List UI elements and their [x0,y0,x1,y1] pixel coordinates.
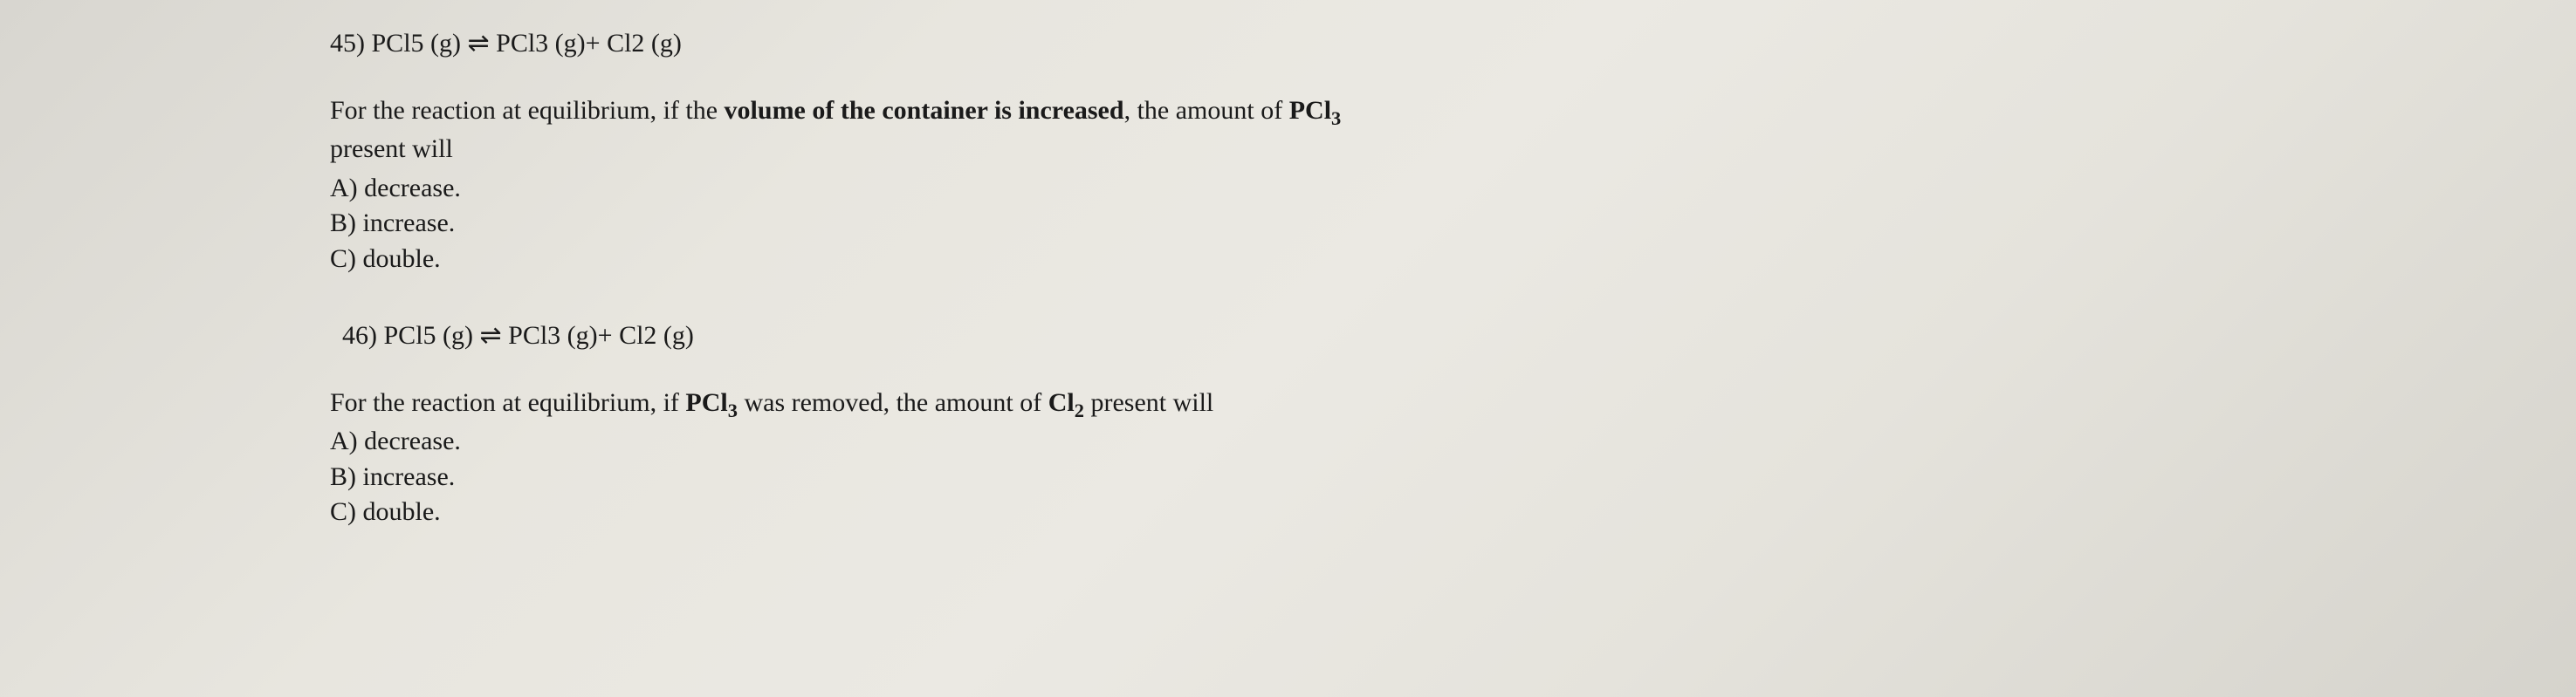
q45-eq-left: PCl5 (g) [372,29,462,58]
q46-prefix: For the reaction at equilibrium, if [330,388,685,417]
q46-equation: 46) PCl5 (g) ⇌ PCl3 (g)+ Cl2 (g) [342,318,2576,354]
q45-compound-sub: 3 [1331,107,1341,129]
q46-compound1: PCl3 [685,388,738,417]
q45-compound-prefix: PCl [1289,96,1331,125]
q45-bold-phrase: volume of the container is increased [725,96,1124,125]
q45-option-c: C) double. [330,242,2576,277]
q46-options: A) decrease. B) increase. C) double. [330,424,2576,530]
q46-compound2-sub: 2 [1075,400,1084,421]
q45-option-b: B) increase. [330,206,2576,242]
q46-mid: was removed, the amount of [738,388,1048,417]
q46-compound1-prefix: PCl [685,388,727,417]
q45-option-a: A) decrease. [330,171,2576,207]
q46-compound1-sub: 3 [728,400,738,421]
question-46: 46) PCl5 (g) ⇌ PCl3 (g)+ Cl2 (g) For the… [330,318,2576,530]
q45-question-text: For the reaction at equilibrium, if the … [330,93,2576,129]
q45-number: 45) [330,29,365,58]
q46-compound2-prefix: Cl [1048,388,1075,417]
q45-question-line2: present will [330,132,2576,167]
q45-options: A) decrease. B) increase. C) double. [330,171,2576,277]
q45-eq-right: PCl3 (g)+ Cl2 (g) [496,29,682,58]
q45-equation: 45) PCl5 (g) ⇌ PCl3 (g)+ Cl2 (g) [330,26,2576,62]
question-45: 45) PCl5 (g) ⇌ PCl3 (g)+ Cl2 (g) For the… [330,26,2576,277]
q46-eq-right: PCl3 (g)+ Cl2 (g) [508,321,694,350]
equilibrium-arrow-icon: ⇌ [468,29,490,58]
q46-compound2: Cl2 [1048,388,1084,417]
q45-compound: PCl3 [1289,96,1342,125]
equilibrium-arrow-icon: ⇌ [480,321,502,350]
q46-option-a: A) decrease. [330,424,2576,460]
q45-mid: , the amount of [1124,96,1289,125]
q46-number: 46) [342,321,377,350]
q46-question-text: For the reaction at equilibrium, if PCl3… [330,386,2576,421]
q45-prefix: For the reaction at equilibrium, if the [330,96,725,125]
q46-eq-left: PCl5 (g) [384,321,474,350]
q46-suffix: present will [1084,388,1213,417]
q46-option-c: C) double. [330,495,2576,530]
q46-option-b: B) increase. [330,460,2576,495]
